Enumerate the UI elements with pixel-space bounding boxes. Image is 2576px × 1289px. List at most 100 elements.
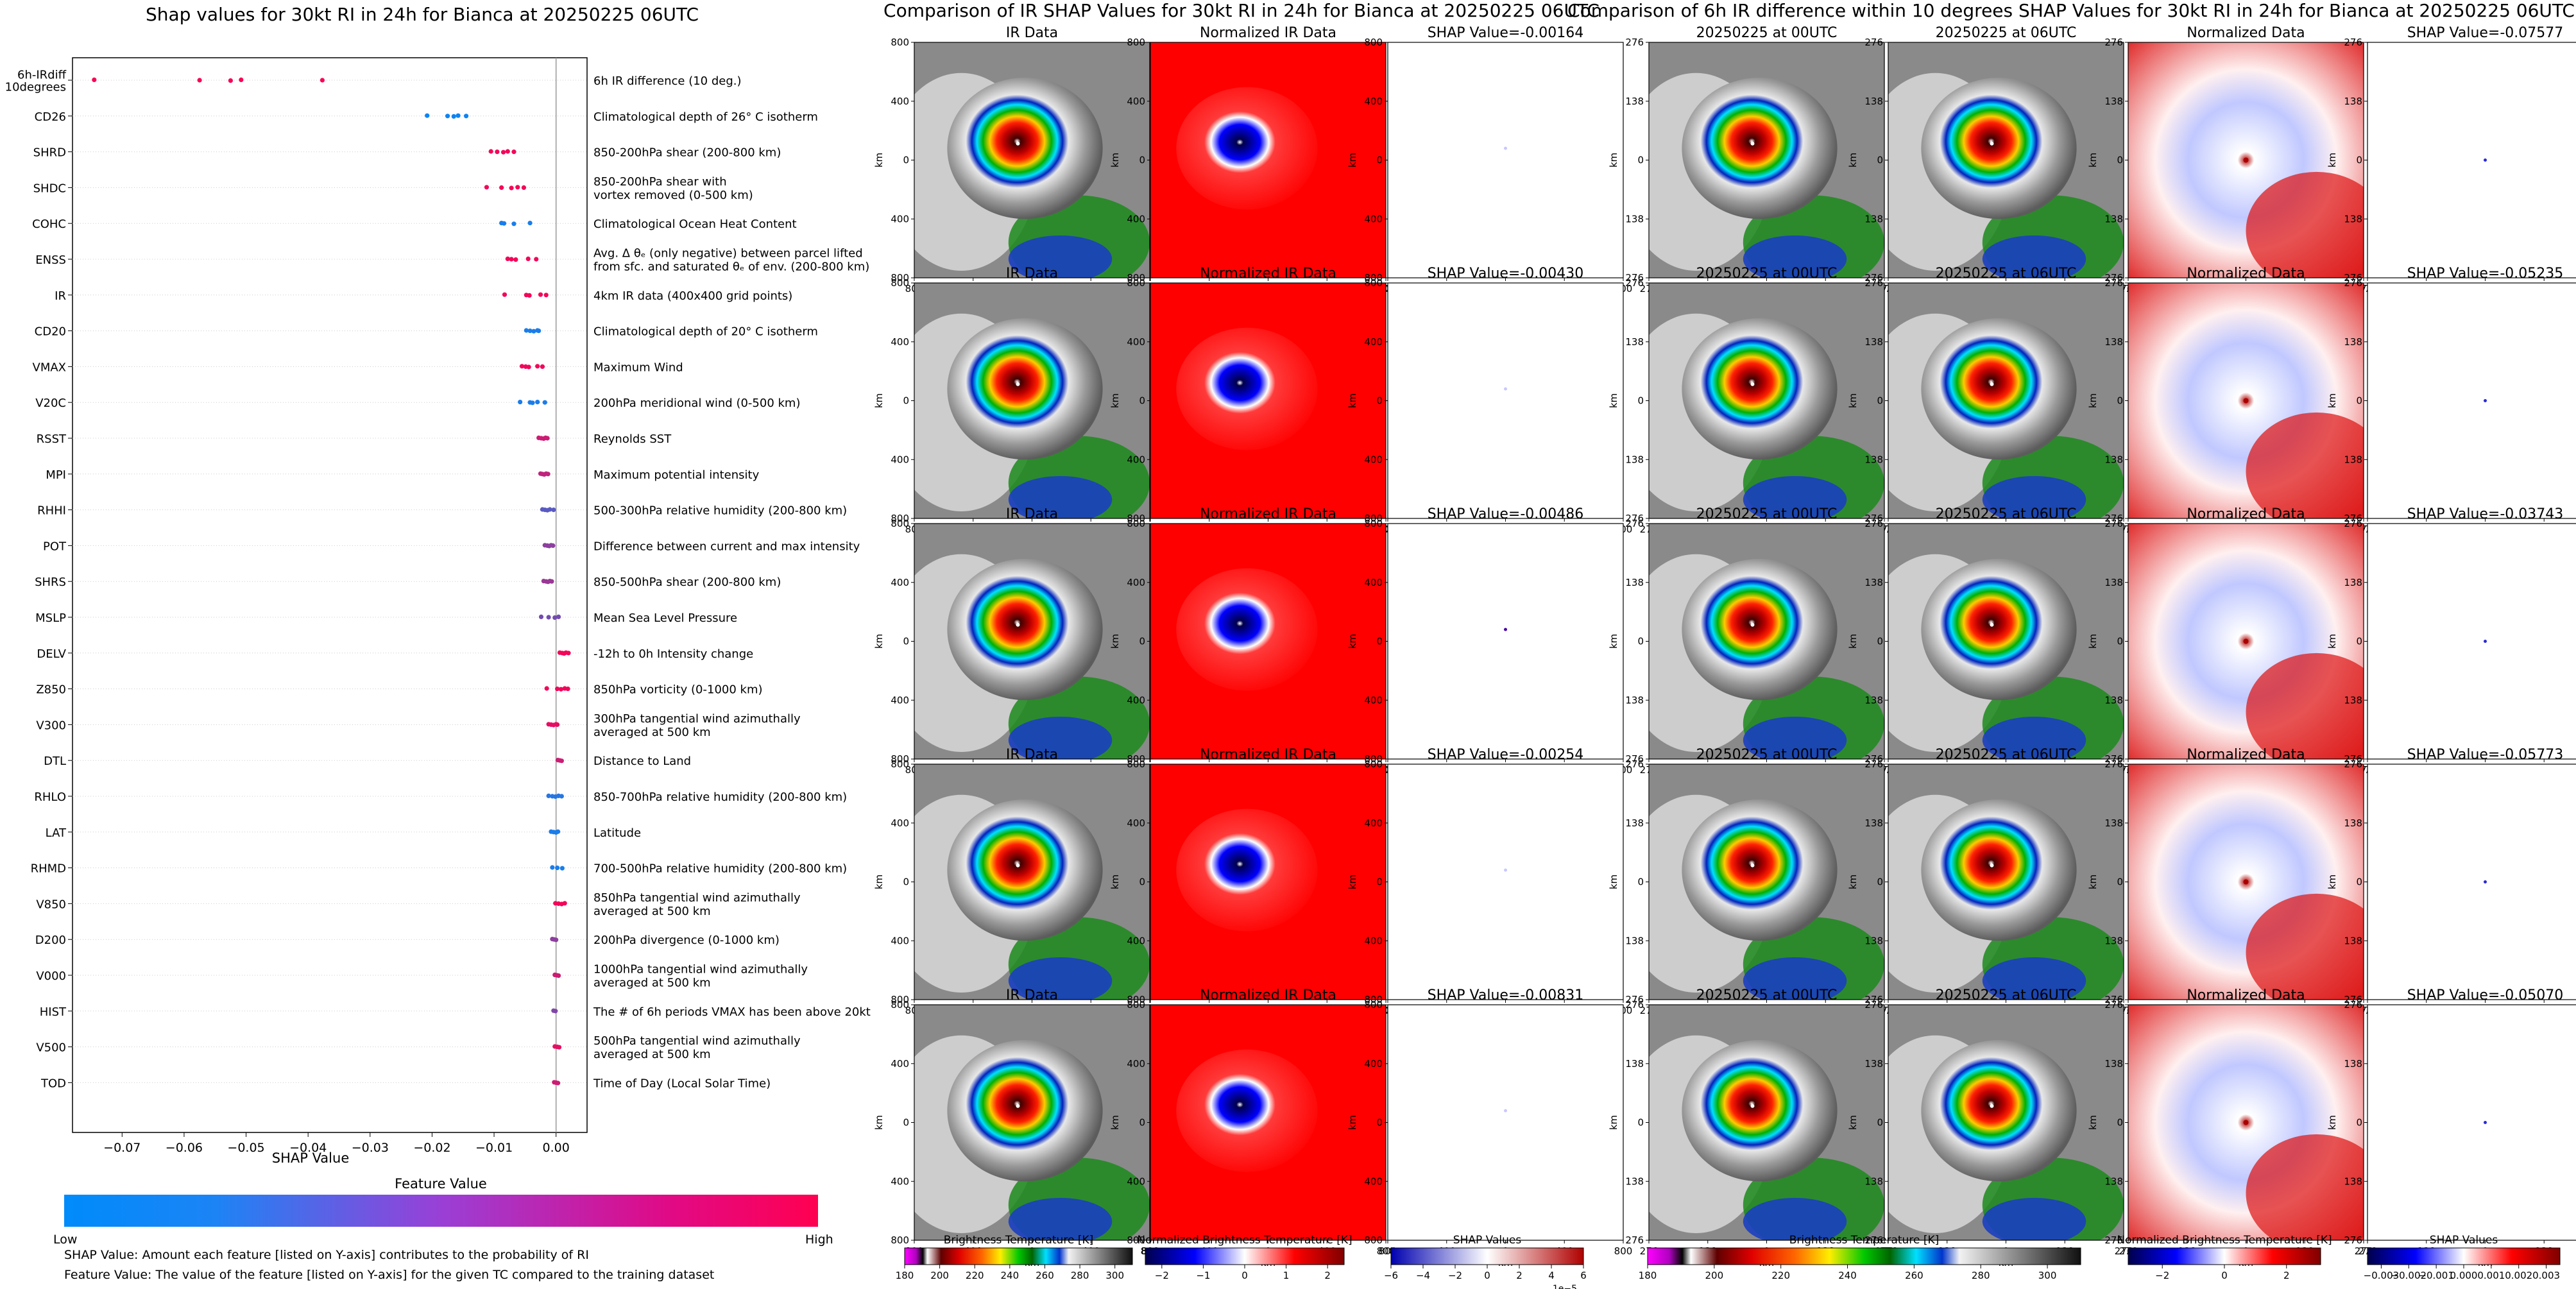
storm-core xyxy=(947,78,1103,219)
rainband-edge xyxy=(1743,475,1847,518)
y-tick-label: 138 xyxy=(2104,96,2123,107)
y-tick-label: 800 xyxy=(891,513,909,524)
shap-point xyxy=(502,292,508,297)
shap-point xyxy=(538,614,544,620)
feature-description-label: 1000hPa tangential wind azimuthally avera… xyxy=(593,963,808,990)
panel-image xyxy=(1888,1005,2124,1240)
shap-point xyxy=(531,329,536,334)
shap-point xyxy=(559,794,564,799)
y-tick-label: 800 xyxy=(1127,518,1145,529)
feature-description-label: Maximum Wind xyxy=(593,361,683,374)
shap-point xyxy=(519,364,525,369)
y-tick-label: 400 xyxy=(891,935,909,946)
xtick-label: −0.07 xyxy=(103,1141,141,1155)
panel-image xyxy=(1150,42,1386,278)
shap-point xyxy=(547,507,552,512)
y-tick-label: 138 xyxy=(1625,817,1644,829)
colorbar-tick-label: 300 xyxy=(1105,1270,1124,1281)
xtick-label: 0.00 xyxy=(543,1141,570,1155)
y-tick-label: 800 xyxy=(891,37,909,48)
y-tick-label: 400 xyxy=(1127,577,1145,588)
storm-eye xyxy=(1990,863,1994,867)
feature-code-label: POT xyxy=(43,540,67,553)
colorbar-high-label: High xyxy=(805,1233,833,1247)
y-axis-label: km xyxy=(2326,1115,2338,1130)
y-tick-label: 400 xyxy=(1364,336,1383,348)
shap-point xyxy=(526,364,531,370)
panel-title: SHAP Value=-0.00164 xyxy=(1428,25,1584,41)
rainband-edge xyxy=(1982,957,2086,1000)
shap-point xyxy=(562,901,567,906)
colorbar-tick-label: 0 xyxy=(1241,1270,1248,1281)
y-axis-label: km xyxy=(1347,153,1358,167)
y-tick-label: 138 xyxy=(1625,454,1644,465)
y-tick-label: 800 xyxy=(1127,277,1145,289)
panel-image xyxy=(2367,1005,2576,1240)
colorbar-tick-label: 280 xyxy=(1071,1270,1089,1281)
y-tick-label: 400 xyxy=(1127,694,1145,706)
feature-code-label: MSLP xyxy=(35,611,66,625)
panel-title: 20250225 at 06UTC xyxy=(1936,747,2077,763)
storm-core xyxy=(1682,78,1838,219)
y-tick-label: 276 xyxy=(1625,994,1644,1005)
y-tick-label: 800 xyxy=(891,1234,909,1246)
diffshap-dot xyxy=(2484,880,2487,884)
y-tick-label: 400 xyxy=(891,454,909,465)
x-axis-label: SHAP Value xyxy=(272,1150,350,1166)
y-tick-label: 276 xyxy=(1864,513,1883,524)
y-axis-label: km xyxy=(873,393,885,408)
colorbar-tick-label: 280 xyxy=(1972,1270,1990,1281)
colorbar-tick-label: 1 xyxy=(1283,1270,1290,1281)
shap-dot xyxy=(1504,627,1507,631)
feature-description-label: Mean Sea Level Pressure xyxy=(593,611,737,625)
y-tick-label: 0 xyxy=(2117,395,2123,407)
y-axis-label: km xyxy=(2326,153,2338,167)
y-tick-label: 800 xyxy=(1127,37,1145,48)
colorbar-tick-label: 0.003 xyxy=(2532,1270,2560,1281)
y-axis-label: km xyxy=(1109,1115,1121,1130)
normdiff-center xyxy=(2243,398,2249,404)
y-tick-label: 138 xyxy=(2104,935,2123,946)
y-tick-label: 138 xyxy=(2344,817,2362,829)
y-tick-label: 138 xyxy=(1864,935,1883,946)
y-tick-label: 400 xyxy=(891,96,909,107)
panel-image xyxy=(2367,524,2576,759)
y-tick-label: 138 xyxy=(2344,96,2362,107)
colorbar-strip xyxy=(2128,1247,2321,1265)
rainband-edge xyxy=(1008,957,1113,1000)
y-tick-label: 400 xyxy=(1364,1175,1383,1187)
xtick-label: −0.06 xyxy=(166,1141,203,1155)
shap-point xyxy=(239,77,244,82)
y-axis-label: km xyxy=(2087,875,2099,889)
y-tick-label: 138 xyxy=(2344,694,2362,706)
y-tick-label: 276 xyxy=(2344,1234,2362,1246)
colorbar-tick-label: −2 xyxy=(1448,1270,1462,1281)
rainband-edge xyxy=(1743,235,1847,278)
feature-description-label: -12h to 0h Intensity change xyxy=(593,647,753,661)
y-tick-label: 276 xyxy=(1625,758,1644,770)
shap-point xyxy=(551,508,556,513)
feature-code-label: IR xyxy=(55,289,66,303)
panel-image xyxy=(914,524,1150,759)
feature-code-label: V20C xyxy=(35,397,66,410)
shap-point xyxy=(554,937,559,943)
y-tick-label: 800 xyxy=(891,994,909,1005)
storm-eye xyxy=(1016,863,1020,867)
y-axis-label: km xyxy=(873,634,885,649)
shap-point xyxy=(228,78,233,83)
rainband-edge xyxy=(1743,716,1847,759)
storm-eye xyxy=(1990,1104,1994,1108)
y-axis-label: km xyxy=(1608,634,1619,649)
y-tick-label: 138 xyxy=(1864,336,1883,348)
colorbar-tick-label: 300 xyxy=(2038,1270,2057,1281)
y-tick-label: 800 xyxy=(1364,518,1383,529)
y-tick-label: 138 xyxy=(2344,577,2362,588)
y-tick-label: 276 xyxy=(2344,999,2362,1011)
y-axis-label: km xyxy=(2087,634,2099,649)
y-tick-label: 138 xyxy=(2104,817,2123,829)
y-tick-label: 800 xyxy=(1364,272,1383,284)
colorbar-tick-label: 260 xyxy=(1036,1270,1054,1281)
panel-title: Normalized Data xyxy=(2187,266,2305,282)
y-tick-label: 276 xyxy=(2104,513,2123,524)
y-tick-label: 800 xyxy=(1364,758,1383,770)
